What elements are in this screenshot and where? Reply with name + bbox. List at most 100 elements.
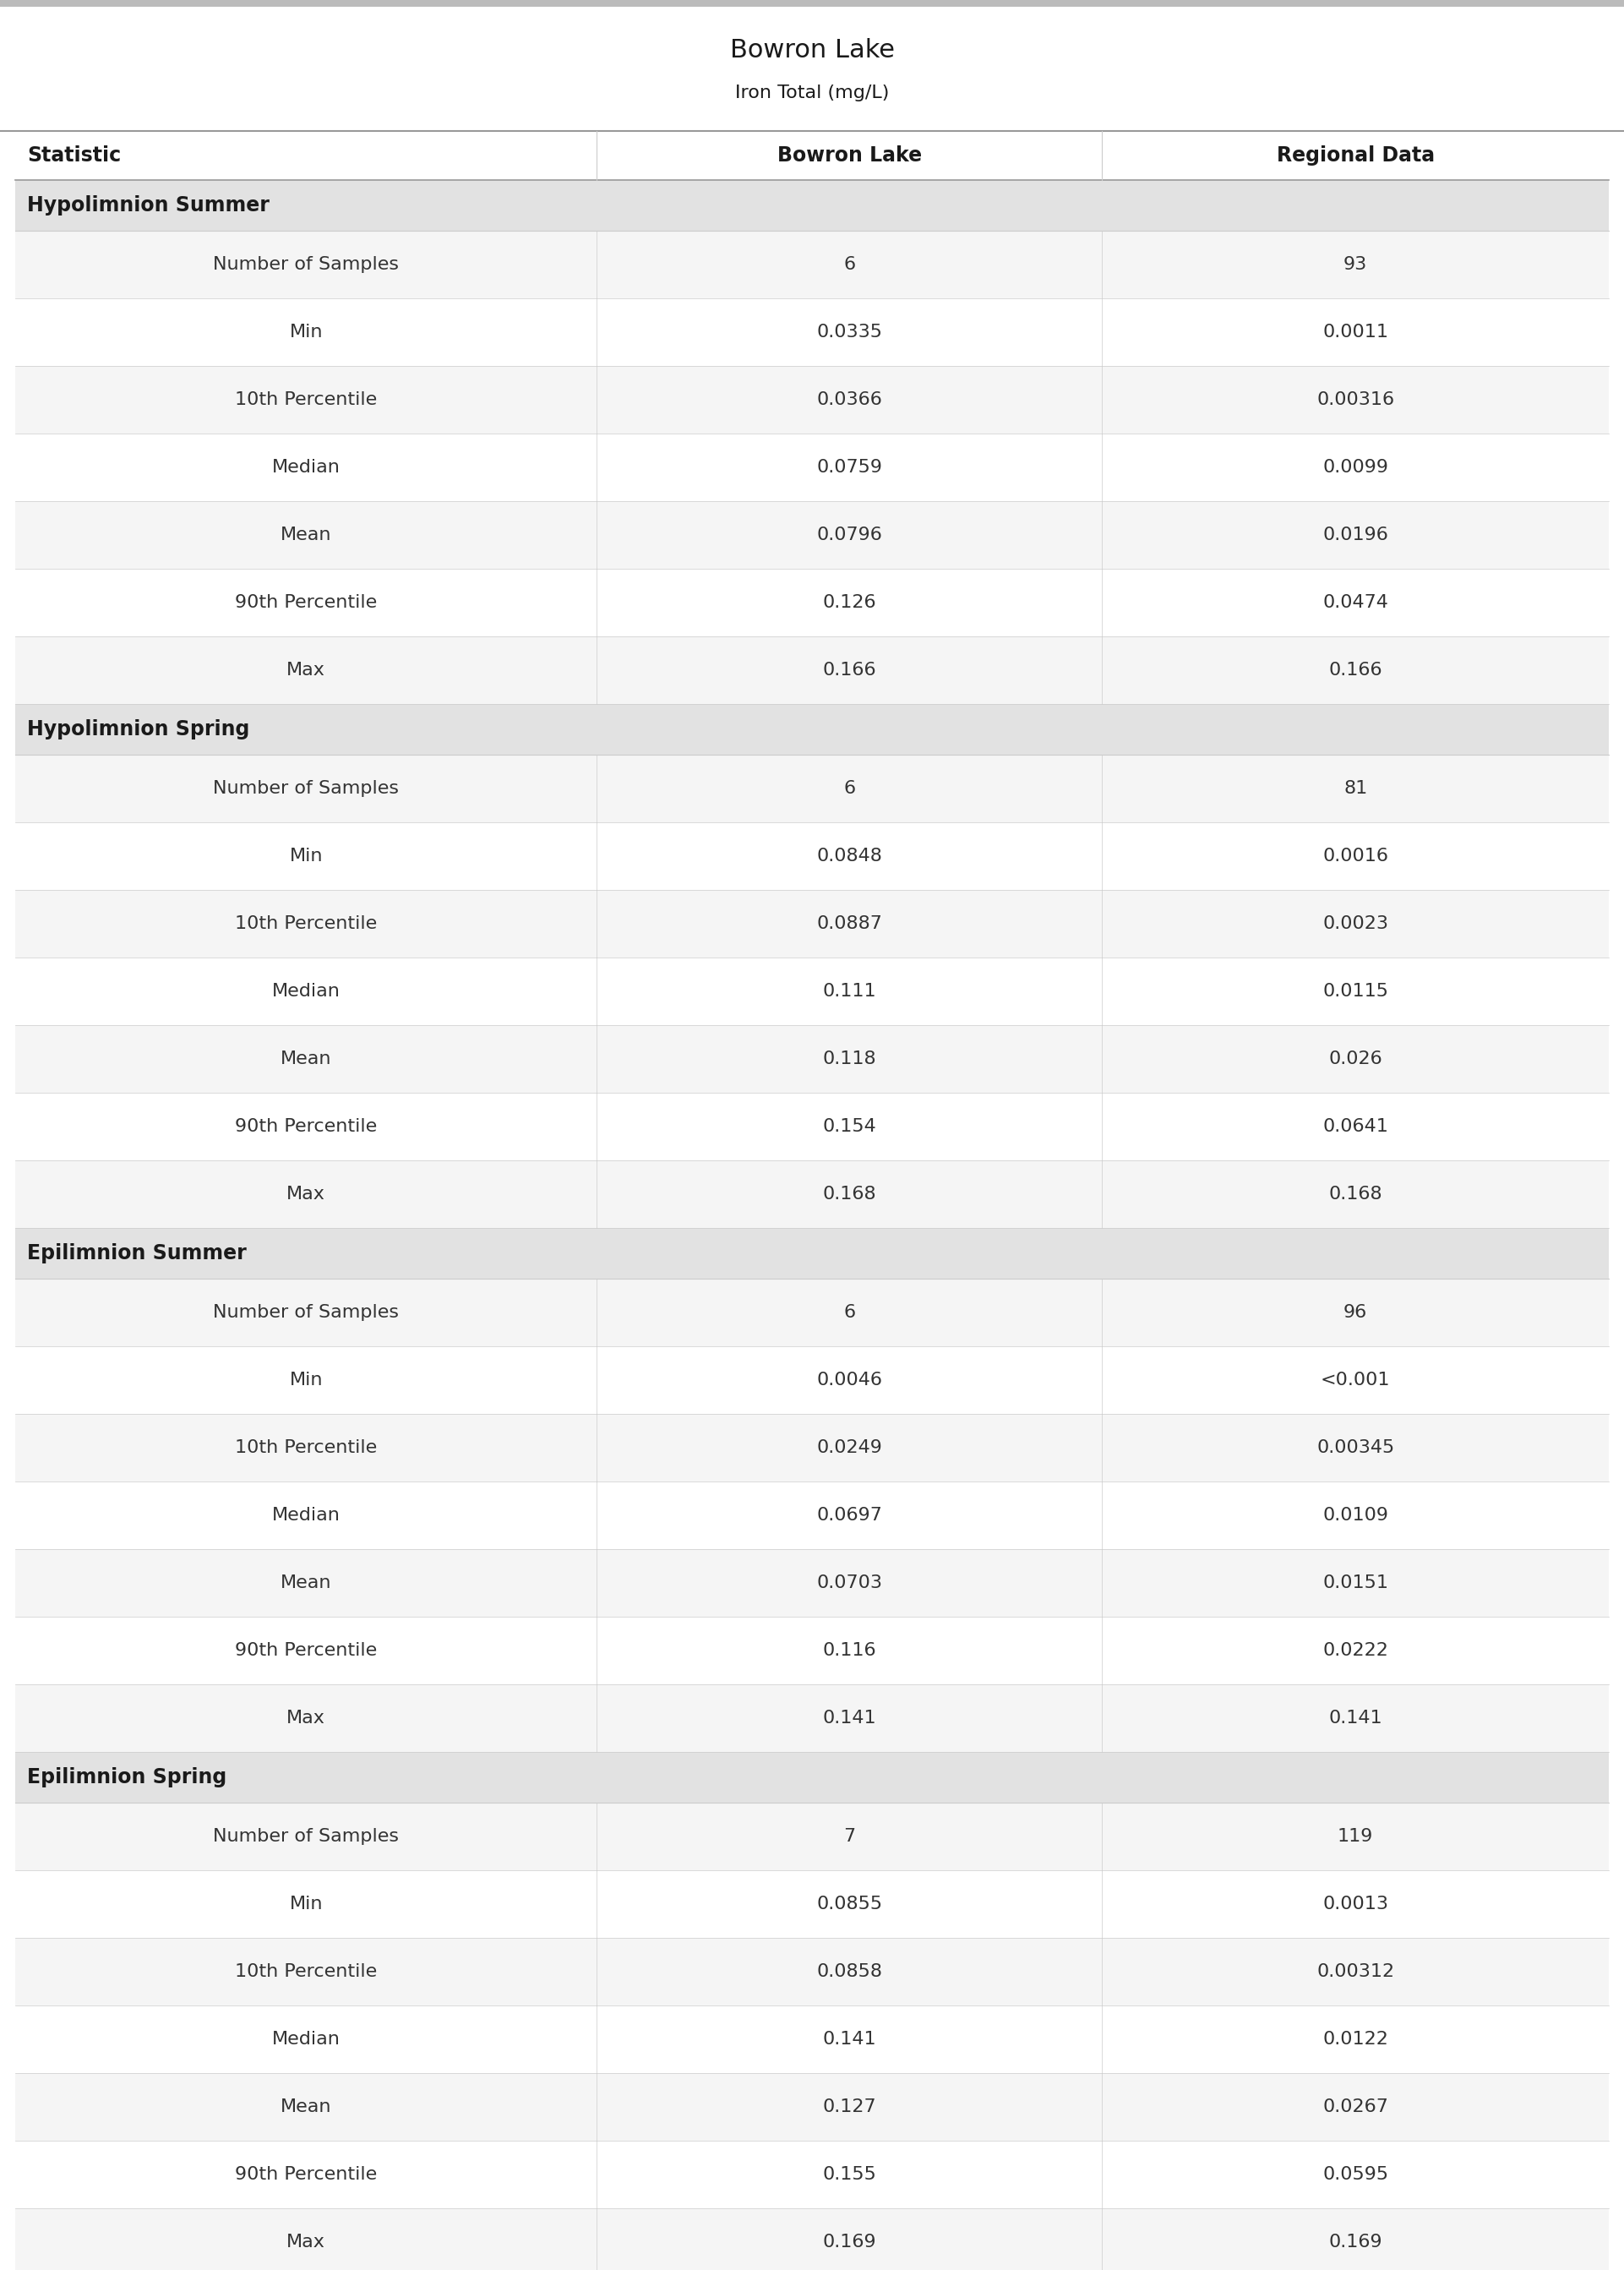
Text: Epilimnion Spring: Epilimnion Spring bbox=[28, 1766, 227, 1786]
Text: 0.141: 0.141 bbox=[823, 1709, 877, 1727]
Text: Min: Min bbox=[289, 325, 323, 340]
Text: 0.0759: 0.0759 bbox=[817, 459, 882, 477]
Text: 96: 96 bbox=[1343, 1303, 1367, 1321]
Text: 0.0887: 0.0887 bbox=[817, 915, 882, 933]
Text: Median: Median bbox=[271, 2032, 339, 2048]
Bar bbox=[15, 1939, 1609, 2004]
Text: 0.0335: 0.0335 bbox=[817, 325, 882, 340]
Bar bbox=[15, 1548, 1609, 1616]
Bar bbox=[15, 1870, 1609, 1939]
Bar bbox=[15, 1752, 1609, 1802]
Text: 0.0222: 0.0222 bbox=[1322, 1641, 1389, 1659]
Text: Epilimnion Summer: Epilimnion Summer bbox=[28, 1244, 247, 1264]
Text: 0.0249: 0.0249 bbox=[817, 1439, 882, 1455]
Text: 0.0267: 0.0267 bbox=[1322, 2097, 1389, 2116]
Text: 0.155: 0.155 bbox=[822, 2166, 877, 2184]
Text: Max: Max bbox=[287, 663, 325, 679]
Bar bbox=[15, 890, 1609, 958]
Text: 0.026: 0.026 bbox=[1328, 1051, 1382, 1067]
Bar bbox=[15, 132, 1609, 179]
Text: Iron Total (mg/L): Iron Total (mg/L) bbox=[736, 84, 888, 102]
Text: Median: Median bbox=[271, 459, 339, 477]
Text: 0.141: 0.141 bbox=[823, 2032, 877, 2048]
Text: 0.116: 0.116 bbox=[823, 1641, 877, 1659]
Bar bbox=[15, 2209, 1609, 2270]
Text: Min: Min bbox=[289, 847, 323, 865]
Text: 0.0109: 0.0109 bbox=[1322, 1507, 1389, 1523]
Text: Statistic: Statistic bbox=[28, 145, 120, 166]
Text: 0.0122: 0.0122 bbox=[1322, 2032, 1389, 2048]
Text: Number of Samples: Number of Samples bbox=[213, 1303, 400, 1321]
Text: Bowron Lake: Bowron Lake bbox=[778, 145, 922, 166]
Bar bbox=[15, 365, 1609, 434]
Text: 0.169: 0.169 bbox=[823, 2234, 877, 2250]
Text: 0.00345: 0.00345 bbox=[1317, 1439, 1395, 1455]
Text: 0.118: 0.118 bbox=[823, 1051, 877, 1067]
Text: 0.0016: 0.0016 bbox=[1322, 847, 1389, 865]
Text: 0.0703: 0.0703 bbox=[817, 1575, 882, 1591]
Bar bbox=[15, 1160, 1609, 1228]
Bar bbox=[15, 1092, 1609, 1160]
Text: 0.00316: 0.00316 bbox=[1317, 390, 1395, 409]
Text: 0.0474: 0.0474 bbox=[1322, 595, 1389, 611]
Bar bbox=[15, 232, 1609, 297]
Text: Max: Max bbox=[287, 1185, 325, 1203]
Text: 0.169: 0.169 bbox=[1328, 2234, 1382, 2250]
Text: Number of Samples: Number of Samples bbox=[213, 257, 400, 272]
Text: 0.127: 0.127 bbox=[823, 2097, 877, 2116]
Text: 0.0641: 0.0641 bbox=[1322, 1119, 1389, 1135]
Bar bbox=[15, 1278, 1609, 1346]
Text: 6: 6 bbox=[843, 781, 856, 797]
Text: 0.0858: 0.0858 bbox=[817, 1964, 882, 1979]
Text: 0.126: 0.126 bbox=[823, 595, 877, 611]
Bar bbox=[15, 1414, 1609, 1482]
Text: 0.111: 0.111 bbox=[823, 983, 877, 999]
Text: Median: Median bbox=[271, 1507, 339, 1523]
Text: Median: Median bbox=[271, 983, 339, 999]
Bar bbox=[15, 179, 1609, 232]
Text: Hypolimnion Spring: Hypolimnion Spring bbox=[28, 720, 250, 740]
Bar bbox=[15, 2141, 1609, 2209]
Bar bbox=[15, 1616, 1609, 1684]
Text: Max: Max bbox=[287, 2234, 325, 2250]
Text: Bowron Lake: Bowron Lake bbox=[729, 39, 895, 64]
Bar bbox=[15, 434, 1609, 502]
Text: 93: 93 bbox=[1343, 257, 1367, 272]
Bar bbox=[15, 1802, 1609, 1870]
Bar bbox=[15, 2004, 1609, 2073]
Text: Mean: Mean bbox=[281, 1051, 331, 1067]
Text: Mean: Mean bbox=[281, 527, 331, 543]
Text: 6: 6 bbox=[843, 257, 856, 272]
Text: Min: Min bbox=[289, 1371, 323, 1389]
Text: 0.00312: 0.00312 bbox=[1317, 1964, 1395, 1979]
Text: 10th Percentile: 10th Percentile bbox=[235, 1964, 377, 1979]
Text: Regional Data: Regional Data bbox=[1276, 145, 1434, 166]
Bar bbox=[15, 636, 1609, 704]
Text: 10th Percentile: 10th Percentile bbox=[235, 915, 377, 933]
Bar bbox=[15, 297, 1609, 365]
Text: 0.0099: 0.0099 bbox=[1322, 459, 1389, 477]
Text: 0.168: 0.168 bbox=[823, 1185, 877, 1203]
Text: Max: Max bbox=[287, 1709, 325, 1727]
Text: 0.0013: 0.0013 bbox=[1322, 1895, 1389, 1914]
Text: 90th Percentile: 90th Percentile bbox=[235, 1641, 377, 1659]
Text: 0.166: 0.166 bbox=[823, 663, 877, 679]
Bar bbox=[15, 502, 1609, 570]
Text: Min: Min bbox=[289, 1895, 323, 1914]
Text: 0.141: 0.141 bbox=[1328, 1709, 1382, 1727]
Text: 0.154: 0.154 bbox=[822, 1119, 877, 1135]
Text: 90th Percentile: 90th Percentile bbox=[235, 595, 377, 611]
Bar bbox=[15, 570, 1609, 636]
Text: 0.0011: 0.0011 bbox=[1322, 325, 1389, 340]
Text: 7: 7 bbox=[843, 1827, 856, 1846]
Text: 119: 119 bbox=[1338, 1827, 1374, 1846]
Bar bbox=[15, 1346, 1609, 1414]
Text: Mean: Mean bbox=[281, 1575, 331, 1591]
Text: <0.001: <0.001 bbox=[1320, 1371, 1390, 1389]
Bar bbox=[15, 1482, 1609, 1548]
Bar bbox=[15, 704, 1609, 754]
Bar bbox=[15, 2073, 1609, 2141]
Text: Number of Samples: Number of Samples bbox=[213, 781, 400, 797]
Text: 0.0196: 0.0196 bbox=[1322, 527, 1389, 543]
Text: 81: 81 bbox=[1343, 781, 1367, 797]
